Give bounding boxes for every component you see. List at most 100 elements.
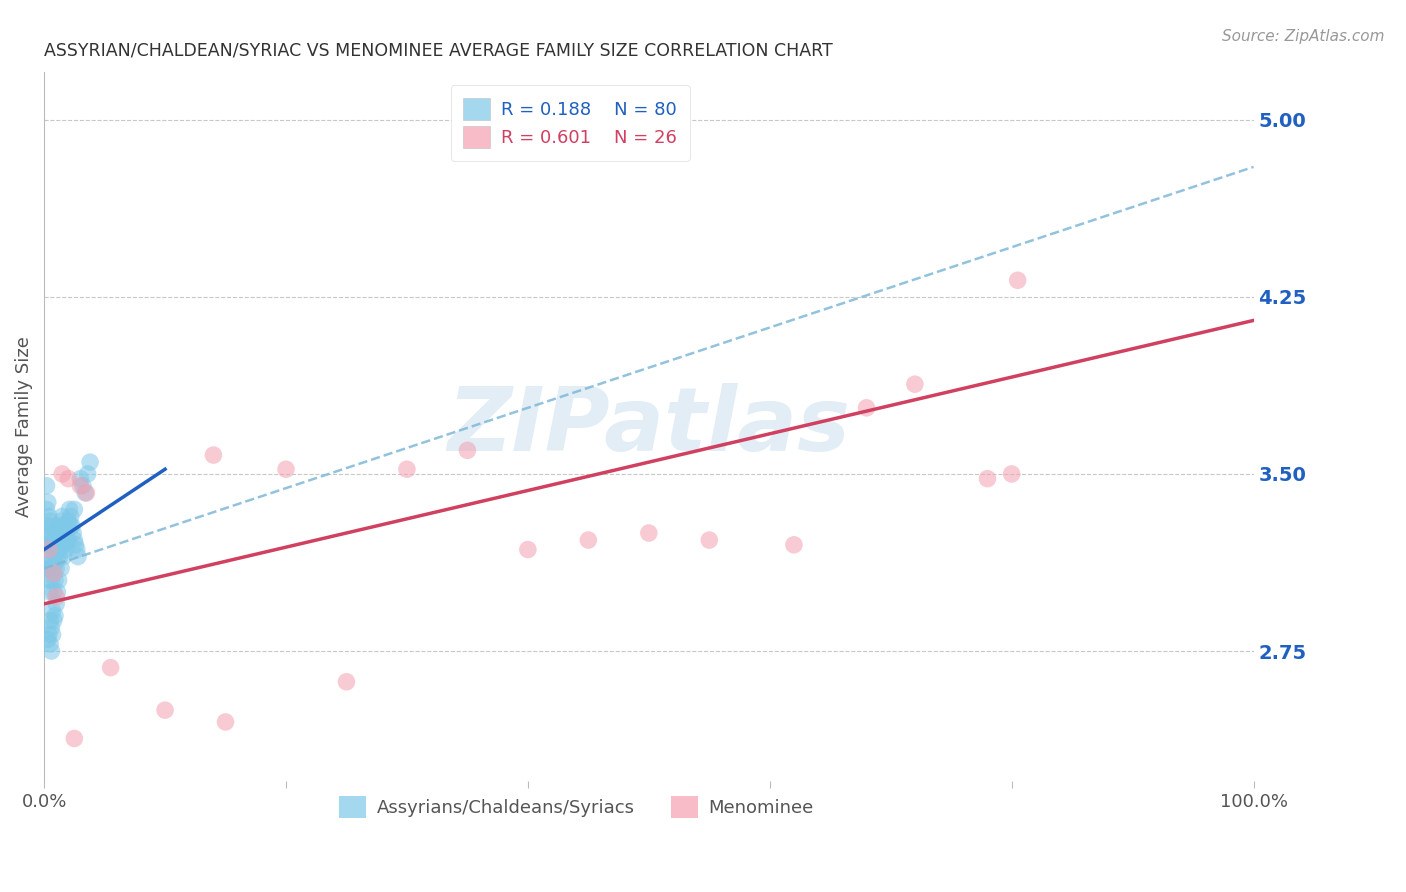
Point <box>783 538 806 552</box>
Point <box>44 557 66 571</box>
Point <box>56 533 79 547</box>
Point <box>1007 273 1029 287</box>
Point <box>39 637 62 651</box>
Point <box>41 557 63 571</box>
Point <box>38 509 60 524</box>
Point <box>41 644 63 658</box>
Point <box>44 573 66 587</box>
Point <box>41 620 63 634</box>
Point <box>38 542 60 557</box>
Point <box>41 627 63 641</box>
Point <box>59 509 82 524</box>
Point <box>37 632 59 647</box>
Point <box>48 573 70 587</box>
Point <box>41 538 63 552</box>
Point <box>72 479 94 493</box>
Point <box>49 514 72 528</box>
Point <box>42 614 65 628</box>
Point <box>335 674 357 689</box>
Point <box>100 660 122 674</box>
Point <box>75 486 97 500</box>
Point <box>55 526 77 541</box>
Point <box>214 714 236 729</box>
Point <box>39 538 62 552</box>
Point <box>53 538 76 552</box>
Point <box>39 585 62 599</box>
Point <box>456 443 478 458</box>
Point <box>697 533 720 547</box>
Point <box>59 519 82 533</box>
Point <box>63 502 86 516</box>
Point <box>42 585 65 599</box>
Point <box>63 533 86 547</box>
Point <box>60 519 83 533</box>
Point <box>274 462 297 476</box>
Y-axis label: Average Family Size: Average Family Size <box>15 336 32 517</box>
Point <box>42 566 65 581</box>
Point <box>52 519 75 533</box>
Point <box>39 614 62 628</box>
Point <box>45 597 67 611</box>
Point <box>38 573 60 587</box>
Point <box>46 549 69 564</box>
Point <box>48 542 70 557</box>
Point <box>41 561 63 575</box>
Point <box>976 472 998 486</box>
Point <box>202 448 225 462</box>
Point <box>65 538 87 552</box>
Point <box>58 502 80 516</box>
Point <box>37 542 59 557</box>
Point <box>49 549 72 564</box>
Point <box>516 542 538 557</box>
Legend: Assyrians/Chaldeans/Syriacs, Menominee: Assyrians/Chaldeans/Syriacs, Menominee <box>332 789 821 825</box>
Point <box>576 533 599 547</box>
Point <box>39 514 62 528</box>
Point <box>42 549 65 564</box>
Point <box>35 479 58 493</box>
Point <box>63 731 86 746</box>
Point <box>38 533 60 547</box>
Point <box>45 561 67 575</box>
Point <box>49 538 72 552</box>
Point <box>45 590 67 604</box>
Point <box>51 509 73 524</box>
Point <box>153 703 176 717</box>
Point <box>41 604 63 618</box>
Point <box>46 585 69 599</box>
Point <box>637 526 659 541</box>
Point <box>37 495 59 509</box>
Point <box>38 627 60 641</box>
Point <box>42 566 65 581</box>
Point <box>37 561 59 575</box>
Point <box>37 519 59 533</box>
Text: ASSYRIAN/CHALDEAN/SYRIAC VS MENOMINEE AVERAGE FAMILY SIZE CORRELATION CHART: ASSYRIAN/CHALDEAN/SYRIAC VS MENOMINEE AV… <box>44 42 832 60</box>
Point <box>41 526 63 541</box>
Point <box>69 472 91 486</box>
Point <box>45 526 67 541</box>
Point <box>48 519 70 533</box>
Point <box>66 549 89 564</box>
Text: Source: ZipAtlas.com: Source: ZipAtlas.com <box>1222 29 1385 44</box>
Point <box>46 533 69 547</box>
Point <box>45 542 67 557</box>
Point <box>69 479 91 493</box>
Point <box>49 526 72 541</box>
Point <box>62 526 84 541</box>
Point <box>44 608 66 623</box>
Point <box>855 401 877 415</box>
Point <box>44 538 66 552</box>
Point <box>79 455 101 469</box>
Text: ZIPatlas: ZIPatlas <box>447 384 851 470</box>
Point <box>41 519 63 533</box>
Point <box>58 533 80 547</box>
Point <box>51 467 73 481</box>
Point <box>35 502 58 516</box>
Point <box>49 561 72 575</box>
Point <box>395 462 418 476</box>
Point <box>76 467 98 481</box>
Point <box>39 561 62 575</box>
Point <box>58 514 80 528</box>
Point <box>58 472 80 486</box>
Point <box>55 542 77 557</box>
Point <box>75 486 97 500</box>
